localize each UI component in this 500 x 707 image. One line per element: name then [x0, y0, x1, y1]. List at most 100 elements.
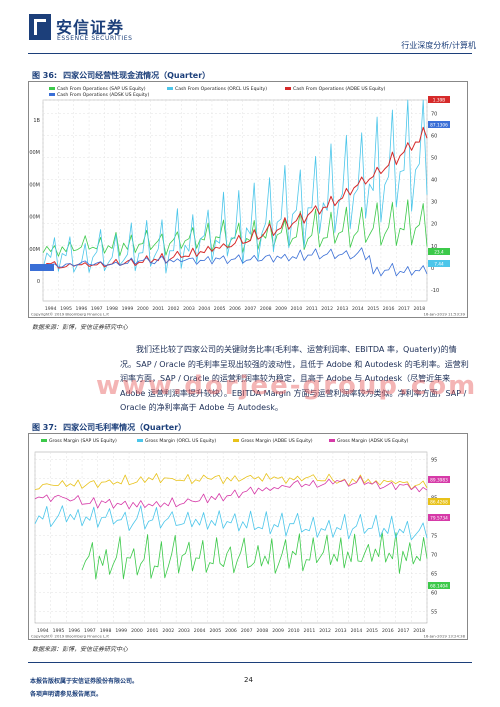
fig37-right-tick: 70 — [431, 553, 437, 559]
fig37-x-label: 2015 — [366, 628, 378, 634]
fig36-value-tag — [428, 96, 450, 103]
footer-disclaimer: 各项声明请参见报告尾页。 — [30, 691, 103, 698]
fig37-x-label: 1996 — [68, 628, 80, 634]
fig36-x-label: 2002 — [168, 306, 180, 312]
fig37-value-tag — [428, 514, 450, 521]
fig37-x-label: 2014 — [351, 628, 363, 634]
fig37-x-label: 2012 — [319, 628, 331, 634]
fig37-x-label: 2010 — [288, 628, 300, 634]
fig37-legend-swatch — [329, 439, 335, 442]
fig37-svg: 9590858075706560551994199519961997199819… — [31, 438, 466, 639]
fig37-value-tag — [428, 582, 450, 589]
fig37-x-label: 2002 — [162, 628, 174, 634]
fig37-timestamp: 16-Jan-2019 13:24:38 — [423, 634, 465, 639]
body-paragraph: 我们还比较了四家公司的关键财务比率(毛利率、运营利润率、EBITDA 率，Qua… — [120, 345, 469, 412]
fig37-x-label: 2003 — [178, 628, 190, 634]
fig37-x-label: 2011 — [304, 628, 316, 634]
fig36-x-label: 2000 — [137, 306, 149, 312]
fig36-right-tick: 30 — [431, 200, 437, 206]
fig36-left-tick: 800M — [29, 150, 40, 156]
fig37-x-label: 2007 — [241, 628, 253, 634]
fig36-legend-swatch — [49, 93, 55, 96]
fig36-x-label: 2001 — [152, 306, 164, 312]
fig37-legend-label: Gross Margin (ADSK US Equity) — [337, 438, 409, 444]
fig37-right-tick: 55 — [431, 610, 437, 616]
fig36-right-tick: -10 — [431, 288, 439, 294]
fig37-right-tick: 95 — [431, 458, 437, 464]
fig37-x-label: 1995 — [53, 628, 65, 634]
fig37-value-tag — [428, 498, 450, 505]
fig36-x-label: 1997 — [91, 306, 103, 312]
fig36-x-label: 2009 — [275, 306, 287, 312]
fig37-x-label: 2005 — [209, 628, 221, 634]
fig37-legend-swatch — [233, 439, 239, 442]
fig36-x-label: 2014 — [352, 306, 364, 312]
fig36-x-label: 2012 — [321, 306, 333, 312]
report-type: 行业深度分析/计算机 — [401, 41, 476, 50]
fig36-x-label: 2007 — [245, 306, 257, 312]
fig36-x-label: 1994 — [45, 306, 57, 312]
essence-logo-icon — [29, 14, 51, 40]
footer-copyright: 本报告版权属于安信证券股份有限公司。 — [30, 678, 139, 685]
fig36-right-tick: 50 — [431, 155, 437, 161]
fig36-timestamp: 16-Jan-2019 11:53:39 — [423, 312, 465, 317]
fig37-x-label: 2008 — [257, 628, 269, 634]
page-header: 安信证券 ESSENCE SECURITIES 行业深度分析/计算机 — [0, 0, 500, 56]
fig37-right-tick: 65 — [431, 572, 437, 578]
fig36-legend-label: Cash From Operations (SAP US Equity) — [57, 86, 146, 92]
fig36-left-tick: 200M — [29, 247, 40, 253]
fig36-x-label: 2008 — [260, 306, 272, 312]
fig37-x-label: 1997 — [84, 628, 96, 634]
fig36-left-tick: 1B — [33, 118, 40, 124]
fig36-x-label: 1998 — [106, 306, 118, 312]
fig37-x-label: 2013 — [335, 628, 347, 634]
fig37-x-label: 1994 — [37, 628, 49, 634]
fig36-left-tick: 400M — [29, 215, 40, 221]
figure-37-chart: 9590858075706560551994199519961997199819… — [28, 433, 468, 640]
fig37-series-2 — [34, 473, 428, 490]
fig36-right-tick: 10 — [431, 244, 437, 250]
fig36-x-label: 2011 — [306, 306, 318, 312]
fig36-value-tag-text: 87.1306 — [430, 123, 448, 129]
header-divider — [28, 53, 472, 54]
fig36-value-tag-text: 23.4 — [434, 250, 444, 256]
fig37-value-tag-text: 89.3983 — [430, 478, 448, 484]
fig36-legend-label: Cash From Operations (ADSK US Equity) — [57, 92, 149, 98]
fig37-series-0 — [81, 531, 428, 580]
fig37-x-label: 2017 — [398, 628, 410, 634]
fig37-legend-swatch — [41, 439, 47, 442]
fig36-x-label: 1996 — [76, 306, 88, 312]
fig36-x-label: 1995 — [60, 306, 72, 312]
fig36-value-tag — [428, 121, 450, 128]
fig36-x-label: 2005 — [214, 306, 226, 312]
footer-divider — [28, 662, 472, 663]
fig36-x-label: 1999 — [122, 306, 134, 312]
fig36-right-tick: 0 — [431, 266, 434, 272]
fig37-right-tick: 60 — [431, 591, 437, 597]
fig36-x-label: 2006 — [229, 306, 241, 312]
fig37-x-label: 2018 — [413, 628, 425, 634]
fig36-legend-swatch — [285, 87, 291, 90]
fig36-right-tick: 60 — [431, 133, 437, 139]
fig36-value-tag-text: 1.39B — [433, 98, 446, 104]
fig36-legend-swatch — [167, 87, 173, 90]
fig36-plot-area — [42, 99, 428, 302]
fig36-left-tick: 0 — [37, 279, 40, 285]
fig36-x-label: 2017 — [398, 306, 410, 312]
figure-36-chart: 76706050403020100-100200M400M600M800M1B1… — [28, 81, 468, 318]
figure-36-source: 数据来源：彭博，安信证券研究中心 — [32, 324, 129, 331]
fig36-x-label: 2003 — [183, 306, 195, 312]
fig36-legend-swatch — [49, 87, 55, 90]
figure-37-caption: 四家公司毛利率情况（Quarter） — [63, 423, 187, 432]
figure-37-label: 图 37: — [32, 423, 58, 432]
fig36-right-tick: 20 — [431, 222, 437, 228]
fig37-x-label: 2001 — [147, 628, 159, 634]
fig37-x-label: 2004 — [194, 628, 206, 634]
fig37-x-label: 2000 — [131, 628, 143, 634]
fig36-series-3 — [42, 247, 428, 277]
figure-37-title: 图 37: 四家公司毛利率情况（Quarter） — [32, 422, 186, 433]
fig37-plot-area — [34, 451, 428, 624]
fig37-series-3 — [34, 476, 428, 510]
fig36-x-label: 2013 — [337, 306, 349, 312]
fig36-value-tag — [428, 260, 450, 267]
